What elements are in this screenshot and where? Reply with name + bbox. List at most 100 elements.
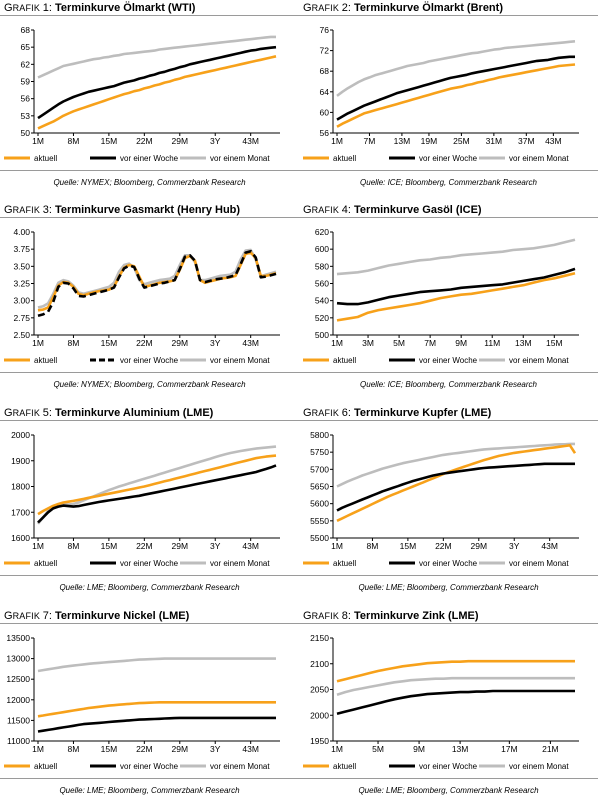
y-tick-label: 11500 [7,715,30,725]
x-tick-label: 43M [242,338,259,348]
y-tick-label: 520 [315,313,329,323]
x-tick-label: 1M [32,541,44,551]
chart-title: GRAFIK 4: Terminkurve Gasöl (ICE) [303,204,482,216]
x-tick-label: 43M [541,541,558,551]
y-tick-label: 68 [320,66,330,76]
divider [299,623,598,624]
y-tick-label: 2100 [310,659,329,669]
x-tick-label: 7M [424,338,436,348]
y-tick-label: 72 [320,46,330,56]
x-tick-label: 43M [242,136,259,146]
chart-title: GRAFIK 2: Terminkurve Ölmarkt (Brent) [303,2,503,14]
x-tick-label: 29M [172,338,189,348]
divider [299,778,598,779]
y-tick-label: 5650 [310,482,329,492]
y-tick-label: 12000 [6,695,30,705]
legend-label: vor einer Woche [419,559,478,568]
grafik-label: G [303,2,312,14]
x-tick-label: 1M [331,744,343,754]
legend-label: aktuell [333,356,356,365]
x-tick-label: 15M [101,338,118,348]
y-tick-label: 56 [21,94,31,104]
divider [0,217,299,218]
legend-label: vor einem Monat [210,559,270,568]
grafik-label: G [4,204,13,216]
y-tick-label: 5800 [310,430,329,440]
y-tick-label: 56 [320,128,330,138]
x-tick-label: 1M [32,136,44,146]
y-tick-label: 3.75 [13,244,30,254]
x-tick-label: 8M [68,338,80,348]
y-tick-label: 540 [315,296,329,306]
legend-label: aktuell [34,762,57,771]
grafik-label: G [303,610,312,622]
legend-label: vor einer Woche [419,356,478,365]
x-tick-label: 8M [68,136,80,146]
grafik-label: G [4,610,13,622]
series-line-2 [37,464,277,524]
divider [299,575,598,576]
chart-panel-5: GRAFIK 5: Terminkurve Aluminium (LME) 160… [0,405,299,607]
series-line-3 [336,676,575,696]
grafik-label: G [4,2,13,14]
chart-title-text: Terminkurve Zink (LME) [354,610,479,622]
y-tick-label: 2150 [310,633,329,643]
series-line-1 [336,63,576,128]
divider [0,420,299,421]
x-tick-label: 5M [393,338,405,348]
x-tick-label: 22M [136,136,153,146]
y-tick-label: 64 [320,87,330,97]
x-tick-label: 15M [101,136,118,146]
series-line-3 [336,40,576,97]
y-tick-label: 5600 [310,499,329,509]
y-tick-label: 620 [315,227,329,237]
legend-label: vor einem Monat [509,762,569,771]
legend-label: aktuell [333,559,356,568]
legend-label: vor einem Monat [509,154,569,163]
line-chart: 5500 5550 5600 5650 5700 5750 5800 1M 8M 15M 22M 29… [303,430,579,568]
y-tick-label: 13000 [6,654,30,664]
grafik-label: G [4,407,13,419]
chart-title-text: Terminkurve Aluminium (LME) [55,407,214,419]
y-tick-label: 1950 [310,736,329,746]
x-tick-label: 37M [518,136,535,146]
y-tick-label: 2000 [11,430,30,440]
legend-label: vor einem Monat [210,356,270,365]
x-tick-label: 3Y [210,541,221,551]
x-tick-label: 8M [367,541,379,551]
legend-label: vor einem Monat [509,559,569,568]
chart-panel-8: GRAFIK 8: Terminkurve Zink (LME) 1950 2000… [299,608,598,810]
grafik-label: G [303,204,312,216]
legend-label: aktuell [34,154,57,163]
y-tick-label: 5750 [310,447,329,457]
chart-title: GRAFIK 3: Terminkurve Gasmarkt (Henry Hu… [4,204,241,216]
legend-label: vor einer Woche [120,762,179,771]
divider [0,170,299,171]
chart-title-text: Terminkurve Kupfer (LME) [354,407,492,419]
chart-source: Quelle: LME; Bloomberg, Commerzbank Rese… [358,786,539,795]
y-tick-label: 76 [320,25,330,35]
grafik-label-rest: RAFIK [311,611,342,621]
x-tick-label: 7M [364,136,376,146]
x-tick-label: 11M [484,338,500,348]
series-line-2 [336,55,575,121]
chart-source: Quelle: ICE; Bloomberg, Commerzbank Rese… [360,178,537,187]
y-tick-label: 2.75 [13,313,30,323]
y-tick-label: 1600 [11,533,30,543]
chart-source: Quelle: ICE; Bloomberg, Commerzbank Rese… [360,380,537,389]
y-tick-label: 68 [21,25,31,35]
series-line-1 [37,454,277,516]
x-tick-label: 9M [413,744,425,754]
x-tick-label: 5M [372,744,384,754]
x-tick-label: 3Y [210,136,221,146]
x-tick-label: 15M [546,338,563,348]
y-tick-label: 580 [315,261,329,271]
x-tick-label: 3M [362,338,374,348]
x-tick-label: 1M [331,136,343,146]
grafik-label-rest: RAFIK [311,408,342,418]
line-chart: 500 520 540 560 580 600 620 1M 3M 5M 7M 9M 11M 13M 15M… [303,227,579,365]
x-tick-label: 13M [394,136,411,146]
divider [299,170,598,171]
divider [0,372,299,373]
grafik-label-rest: RAFIK [12,408,43,418]
